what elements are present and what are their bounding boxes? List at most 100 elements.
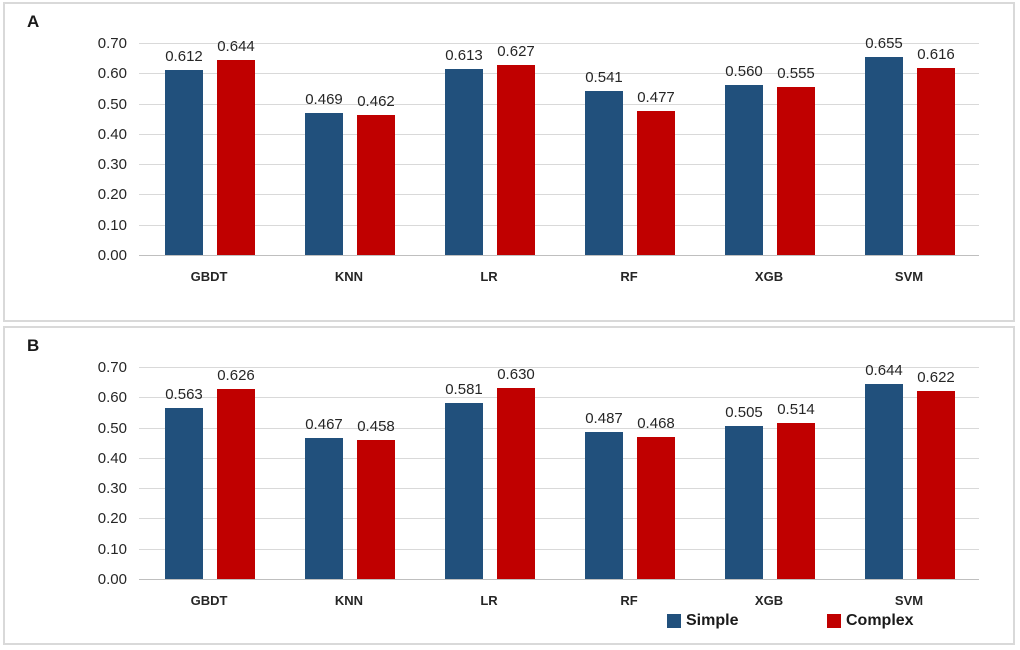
panel-a-bar-complex-lr	[497, 65, 535, 255]
panel-a-category-label-xgb: XGB	[754, 269, 784, 284]
panel-b-bar-complex-lr	[497, 388, 535, 579]
panel-b-value-label-complex-knn: 0.458	[357, 418, 395, 435]
panel-b-bar-complex-gbdt	[217, 389, 255, 579]
panel-b-ytick-0.50: 0.50	[97, 420, 127, 437]
panel-a-ytick-0.10: 0.10	[97, 217, 127, 234]
panel-b-ytick-0.20: 0.20	[97, 510, 127, 527]
panel-a-gridline-0.40	[139, 134, 979, 135]
panel-b-ytick-0.70: 0.70	[97, 359, 127, 376]
panel-a-bar-simple-lr	[445, 69, 483, 255]
panel-b-ytick-0.40: 0.40	[97, 450, 127, 467]
panel-a: A 0.00 0.10 0.20 0.30 0.40 0.50 0.60 0.70 0.612…	[3, 2, 1015, 322]
panel-a-value-label-simple-gbdt: 0.612	[165, 48, 203, 65]
panel-a-ytick-0.00: 0.00	[97, 247, 127, 264]
panel-b-category-label-xgb: XGB	[754, 593, 784, 608]
panel-a-value-label-complex-knn: 0.462	[357, 93, 395, 110]
panel-a-value-label-complex-xgb: 0.555	[777, 65, 815, 82]
panel-a-bar-simple-xgb	[725, 85, 763, 255]
panel-b-value-label-simple-svm: 0.644	[865, 362, 903, 379]
panel-b-value-label-simple-xgb: 0.505	[725, 404, 763, 421]
panel-a-gridline-0.30	[139, 164, 979, 165]
panel-a-bar-complex-knn	[357, 115, 395, 255]
legend-item-simple: Simple	[667, 613, 738, 629]
legend-swatch-complex	[827, 614, 841, 628]
panel-a-bar-complex-gbdt	[217, 60, 255, 255]
panel-b-category-label-knn: KNN	[334, 593, 364, 608]
panel-a-gridline-0.20	[139, 194, 979, 195]
panel-b-bar-complex-rf	[637, 437, 675, 579]
panel-b-value-label-simple-knn: 0.467	[305, 416, 343, 433]
panel-a-value-label-complex-gbdt: 0.644	[217, 38, 255, 55]
panel-b-bar-simple-knn	[305, 438, 343, 579]
panel-a-value-label-simple-svm: 0.655	[865, 35, 903, 52]
panel-a-value-label-simple-lr: 0.613	[445, 47, 483, 64]
panel-b-bar-complex-knn	[357, 440, 395, 579]
legend-swatch-simple	[667, 614, 681, 628]
panel-a-gridline-0.00	[139, 255, 979, 256]
panel-b-gridline-0.20	[139, 518, 979, 519]
panel-a-value-label-simple-knn: 0.469	[305, 91, 343, 108]
panel-a-value-label-simple-xgb: 0.560	[725, 63, 763, 80]
panel-b-category-label-lr: LR	[480, 593, 498, 608]
panel-a-value-label-complex-rf: 0.477	[637, 89, 675, 106]
legend-label-complex: Complex	[846, 612, 914, 629]
panel-b-bar-simple-gbdt	[165, 408, 203, 579]
panel-b-bar-complex-xgb	[777, 423, 815, 579]
panel-b-x-axis: GBDT KNN LR RF XGB SVM	[139, 593, 979, 611]
panel-b-gridline-0.10	[139, 549, 979, 550]
panel-b-ytick-0.00: 0.00	[97, 571, 127, 588]
panel-b-ytick-0.60: 0.60	[97, 389, 127, 406]
panel-a-bar-simple-knn	[305, 113, 343, 255]
panel-a-gridline-0.60	[139, 73, 979, 74]
panel-a-category-label-lr: LR	[480, 269, 498, 284]
panel-b-value-label-complex-rf: 0.468	[637, 415, 675, 432]
panel-a-label: A	[27, 12, 40, 31]
panel-b-category-label-svm: SVM	[894, 593, 924, 608]
panel-b-value-label-simple-lr: 0.581	[445, 381, 483, 398]
panel-a-category-label-svm: SVM	[894, 269, 924, 284]
panel-a-bar-complex-svm	[917, 68, 955, 255]
panel-b-plot-area: 0.563 0.626 0.467 0.458 0.581 0.630 0.487 0.468…	[139, 363, 979, 580]
panel-b-value-label-simple-rf: 0.487	[585, 410, 623, 427]
panel-a-gridline-0.50	[139, 104, 979, 105]
legend-item-complex: Complex	[827, 613, 914, 629]
panel-a-gridline-0.10	[139, 225, 979, 226]
panel-a-ytick-0.30: 0.30	[97, 156, 127, 173]
panel-b-y-axis: 0.00 0.10 0.20 0.30 0.40 0.50 0.60 0.70	[63, 360, 127, 587]
panel-a-x-axis: GBDT KNN LR RF XGB SVM	[139, 269, 979, 287]
panel-a-plot-area: 0.612 0.644 0.469 0.462 0.613 0.627 0.541 0.477…	[139, 36, 979, 256]
panel-a-y-axis: 0.00 0.10 0.20 0.30 0.40 0.50 0.60 0.70	[63, 36, 127, 263]
panel-b-value-label-simple-gbdt: 0.563	[165, 386, 203, 403]
panel-b-ytick-0.10: 0.10	[97, 541, 127, 558]
panel-b-ytick-0.30: 0.30	[97, 480, 127, 497]
panel-a-value-label-complex-lr: 0.627	[497, 43, 535, 60]
panel-b-bar-simple-rf	[585, 432, 623, 579]
panel-a-bar-complex-xgb	[777, 87, 815, 255]
panel-a-ytick-0.70: 0.70	[97, 35, 127, 52]
panel-b-bar-complex-svm	[917, 391, 955, 579]
panel-b-bar-simple-lr	[445, 403, 483, 579]
panel-b-gridline-0.30	[139, 488, 979, 489]
panel-b-value-label-complex-xgb: 0.514	[777, 401, 815, 418]
panel-a-value-label-simple-rf: 0.541	[585, 69, 623, 86]
panel-b-category-label-gbdt: GBDT	[190, 593, 228, 608]
panel-b-value-label-complex-lr: 0.630	[497, 366, 535, 383]
panel-a-category-label-knn: KNN	[334, 269, 364, 284]
panel-a-category-label-rf: RF	[620, 269, 638, 284]
panel-a-value-label-complex-svm: 0.616	[917, 46, 955, 63]
panel-b-value-label-complex-gbdt: 0.626	[217, 367, 255, 384]
panel-a-bar-simple-svm	[865, 57, 903, 255]
panel-b-category-label-rf: RF	[620, 593, 638, 608]
panel-b-bar-simple-svm	[865, 384, 903, 579]
panel-a-ytick-0.40: 0.40	[97, 126, 127, 143]
panel-b-bar-simple-xgb	[725, 426, 763, 579]
panel-b-gridline-0.00	[139, 579, 979, 580]
panel-b-gridline-0.40	[139, 458, 979, 459]
panel-b-value-label-complex-svm: 0.622	[917, 369, 955, 386]
panel-a-gridline-0.70	[139, 43, 979, 44]
panel-a-bar-simple-rf	[585, 91, 623, 255]
chart-legend: Simple Complex	[5, 613, 1013, 635]
legend-label-simple: Simple	[686, 612, 739, 629]
panel-b-gridline-0.60	[139, 397, 979, 398]
panel-a-bar-complex-rf	[637, 111, 675, 255]
